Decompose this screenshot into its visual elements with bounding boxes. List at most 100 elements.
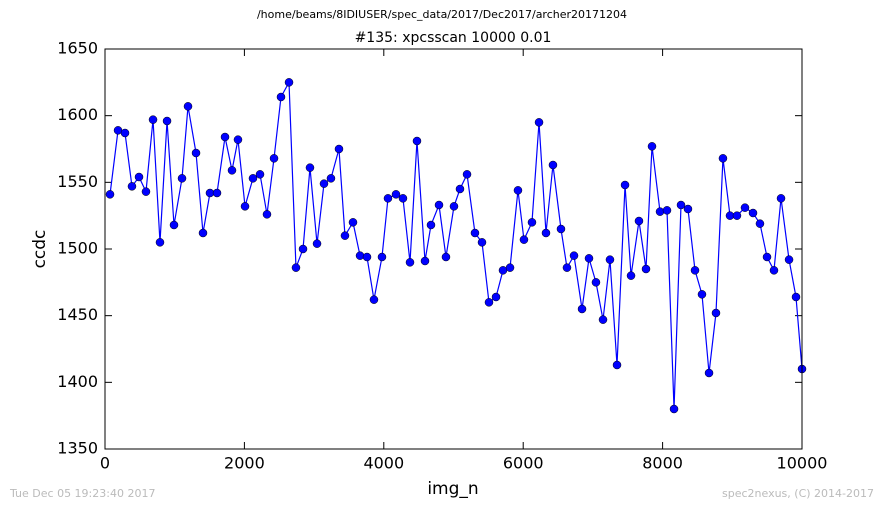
point xyxy=(690,266,700,275)
point xyxy=(420,256,430,266)
point xyxy=(127,182,137,191)
point xyxy=(183,102,193,111)
point xyxy=(319,179,329,188)
point xyxy=(134,172,144,182)
point xyxy=(462,170,472,179)
point xyxy=(662,206,672,215)
point xyxy=(276,92,286,102)
point xyxy=(298,244,308,254)
point xyxy=(548,160,558,170)
point xyxy=(391,190,401,199)
point xyxy=(776,194,786,203)
y-tick-label: 1600 xyxy=(57,105,98,124)
y-tick-label: 1400 xyxy=(57,372,98,391)
point xyxy=(470,228,480,238)
point xyxy=(262,210,272,219)
chart-suptitle: /home/beams/8IDIUSER/spec_data/2017/Dec2… xyxy=(257,8,627,21)
point xyxy=(240,202,250,211)
point xyxy=(248,174,258,183)
point xyxy=(212,188,222,198)
x-tick-label: 6000 xyxy=(503,454,544,473)
point xyxy=(269,154,279,163)
x-axis-label: img_n xyxy=(427,479,478,499)
point xyxy=(441,252,451,262)
point xyxy=(141,187,151,196)
point xyxy=(541,228,551,238)
y-tick-label: 1650 xyxy=(57,39,98,58)
point xyxy=(634,216,644,226)
point xyxy=(412,136,422,146)
point xyxy=(704,368,714,378)
point xyxy=(255,170,265,179)
point xyxy=(191,148,201,158)
point xyxy=(227,166,237,175)
point xyxy=(148,115,158,124)
point xyxy=(534,118,544,127)
point xyxy=(477,238,487,247)
point xyxy=(505,263,515,272)
point xyxy=(334,144,344,154)
point xyxy=(683,204,693,214)
point xyxy=(177,174,187,183)
point xyxy=(755,219,765,228)
point xyxy=(340,231,350,240)
point xyxy=(577,304,587,314)
point xyxy=(697,290,707,299)
footer-right: spec2nexus, (C) 2014-2017 xyxy=(722,487,874,500)
point xyxy=(676,200,686,210)
point xyxy=(740,203,750,212)
point xyxy=(155,238,165,247)
point xyxy=(748,208,758,218)
x-tick-label: 8000 xyxy=(642,454,683,473)
x-tick-label: 4000 xyxy=(363,454,404,473)
point xyxy=(626,271,636,280)
point xyxy=(718,154,728,163)
point xyxy=(598,315,608,324)
point xyxy=(669,404,679,414)
point xyxy=(198,228,208,238)
point xyxy=(348,218,358,227)
point xyxy=(291,263,301,272)
point xyxy=(398,194,408,203)
y-axis-label: ccdc xyxy=(30,230,50,269)
point xyxy=(484,298,494,307)
point xyxy=(426,220,436,230)
point xyxy=(605,255,615,264)
point xyxy=(284,78,294,87)
point xyxy=(584,254,594,263)
point xyxy=(641,264,651,274)
y-tick-label: 1450 xyxy=(57,305,98,324)
point xyxy=(355,251,365,260)
chart-title: #135: xpcsscan 10000 0.01 xyxy=(355,30,552,46)
x-tick-label: 10000 xyxy=(777,454,828,473)
point xyxy=(655,207,665,216)
point xyxy=(312,239,322,248)
point xyxy=(162,116,172,126)
point xyxy=(591,278,601,287)
y-tick-label: 1500 xyxy=(57,239,98,258)
plot-frame xyxy=(104,48,803,450)
point xyxy=(732,211,742,220)
point xyxy=(383,194,393,203)
point xyxy=(562,263,572,272)
point xyxy=(556,224,566,234)
point xyxy=(784,255,794,264)
point xyxy=(612,360,622,370)
point xyxy=(769,266,779,275)
point xyxy=(620,180,630,190)
point xyxy=(647,142,657,151)
point xyxy=(455,184,465,194)
point xyxy=(220,132,230,142)
point xyxy=(169,220,179,230)
footer-left: Tue Dec 05 19:23:40 2017 xyxy=(9,487,155,500)
point xyxy=(369,295,379,304)
point xyxy=(362,252,372,262)
point xyxy=(326,174,336,183)
point xyxy=(305,163,315,172)
point xyxy=(519,235,529,244)
point xyxy=(762,252,772,262)
point xyxy=(105,190,115,199)
point xyxy=(513,186,523,195)
